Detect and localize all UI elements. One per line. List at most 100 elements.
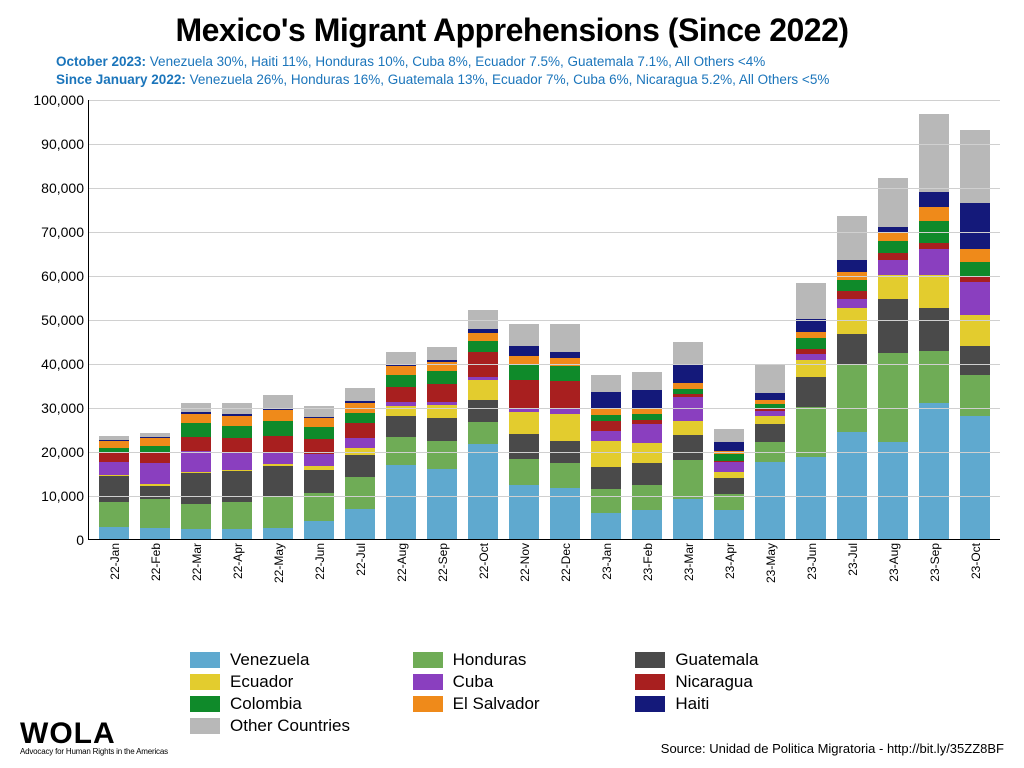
legend: VenezuelaHondurasGuatemalaEcuadorCubaNic… [190,650,850,736]
bar-segment-cuba [919,249,949,275]
bar-segment-honduras [263,497,293,528]
legend-item-ecuador: Ecuador [190,672,405,692]
bar-segment-other [919,114,949,192]
bar-segment-guatemala [755,424,785,442]
bar: 23-Jun [796,283,826,539]
legend-label: Venezuela [230,650,309,670]
bar-segment-venezuela [222,529,252,539]
bar-segment-elsalvador [222,416,252,426]
bar-segment-guatemala [919,308,949,351]
bar-segment-colombia [714,454,744,461]
bar-segment-honduras [837,365,867,432]
legend-label: El Salvador [453,694,540,714]
bar-segment-guatemala [263,466,293,497]
bar-segment-honduras [632,485,662,510]
bar-segment-cuba [99,462,129,475]
bar-segment-nicaragua [550,381,580,408]
bar-segment-guatemala [714,478,744,494]
legend-label: Other Countries [230,716,350,736]
bar-segment-elsalvador [919,207,949,221]
bar-segment-venezuela [427,469,457,539]
bar-segment-cuba [714,462,744,471]
bar-segment-colombia [468,341,498,352]
bar-segment-colombia [509,364,539,380]
bar-segment-other [878,178,908,227]
x-axis-label: 22-Oct [475,543,491,579]
bar: 23-Sep [919,114,949,539]
bar-segment-ecuador [837,308,867,334]
bar-segment-colombia [304,427,334,439]
bar-segment-cuba [673,397,703,420]
bar-segment-venezuela [509,485,539,539]
bar-segment-ecuador [755,416,785,423]
y-axis-label: 20,000 [14,444,84,460]
bar-segment-ecuador [919,275,949,308]
legend-item-haiti: Haiti [635,694,850,714]
bar-segment-colombia [181,423,211,437]
x-axis-label: 22-Mar [188,543,204,581]
x-axis-label: 22-Aug [393,543,409,582]
legend-item-other: Other Countries [190,716,405,736]
bar-segment-cuba [960,282,990,315]
bar-segment-honduras [796,407,826,457]
y-axis-label: 100,000 [14,92,84,108]
bar-segment-guatemala [632,463,662,485]
legend-item-elsalvador: El Salvador [413,694,628,714]
legend-swatch [413,696,443,712]
bar: 23-Apr [714,429,744,539]
gridline [89,496,1000,497]
bar-segment-guatemala [427,418,457,441]
bar-segment-guatemala [181,473,211,504]
bar-segment-other [755,364,785,393]
bar-segment-colombia [386,375,416,387]
y-axis-label: 60,000 [14,268,84,284]
bar-segment-honduras [550,463,580,488]
bar-segment-nicaragua [345,423,375,438]
bar-segment-venezuela [796,457,826,539]
y-axis-label: 80,000 [14,180,84,196]
bar-segment-venezuela [304,521,334,539]
bar-segment-venezuela [632,510,662,539]
legend-item-honduras: Honduras [413,650,628,670]
bar-segment-venezuela [755,462,785,539]
wola-tagline: Advocacy for Human Rights in the America… [20,747,168,756]
bar-segment-cuba [140,463,170,485]
bar: 22-Jul [345,388,375,539]
logo-block: WOLA Advocacy for Human Rights in the Am… [20,720,168,756]
bar: 22-Dec [550,324,580,539]
bar-segment-other [263,395,293,409]
bar-segment-ecuador [591,441,621,467]
bar-segment-ecuador [468,380,498,400]
bar-segment-ecuador [509,412,539,434]
bar-segment-nicaragua [509,380,539,408]
bar-segment-nicaragua [140,452,170,463]
gridline [89,408,1000,409]
bar: 23-Oct [960,130,990,539]
bar-segment-guatemala [468,400,498,421]
bar-segment-ecuador [878,275,908,300]
bar-segment-honduras [181,504,211,530]
y-axis-label: 70,000 [14,224,84,240]
bar-segment-venezuela [99,527,129,539]
bar-segment-elsalvador [509,356,539,363]
x-axis-label: 23-Jul [844,543,860,576]
wola-logo: WOLA [20,720,116,747]
x-axis-label: 22-May [270,543,286,583]
bar-segment-venezuela [181,529,211,539]
bar-segment-honduras [427,441,457,470]
bar-segment-colombia [960,262,990,276]
gridline [89,320,1000,321]
x-axis-label: 22-Apr [229,543,245,579]
bar-segment-honduras [509,459,539,485]
bar-segment-elsalvador [468,333,498,341]
chart-area: 22-Jan22-Feb22-Mar22-Apr22-May22-Jun22-J… [16,100,1008,600]
bar-segment-venezuela [837,432,867,539]
legend-swatch [413,674,443,690]
x-axis-label: 23-Feb [639,543,655,581]
bar: 22-Jun [304,406,334,539]
bar-segment-colombia [427,371,457,383]
legend-label: Nicaragua [675,672,753,692]
bar-segment-nicaragua [837,291,867,299]
bar-segment-venezuela [960,416,990,539]
bar-segment-colombia [796,338,826,349]
